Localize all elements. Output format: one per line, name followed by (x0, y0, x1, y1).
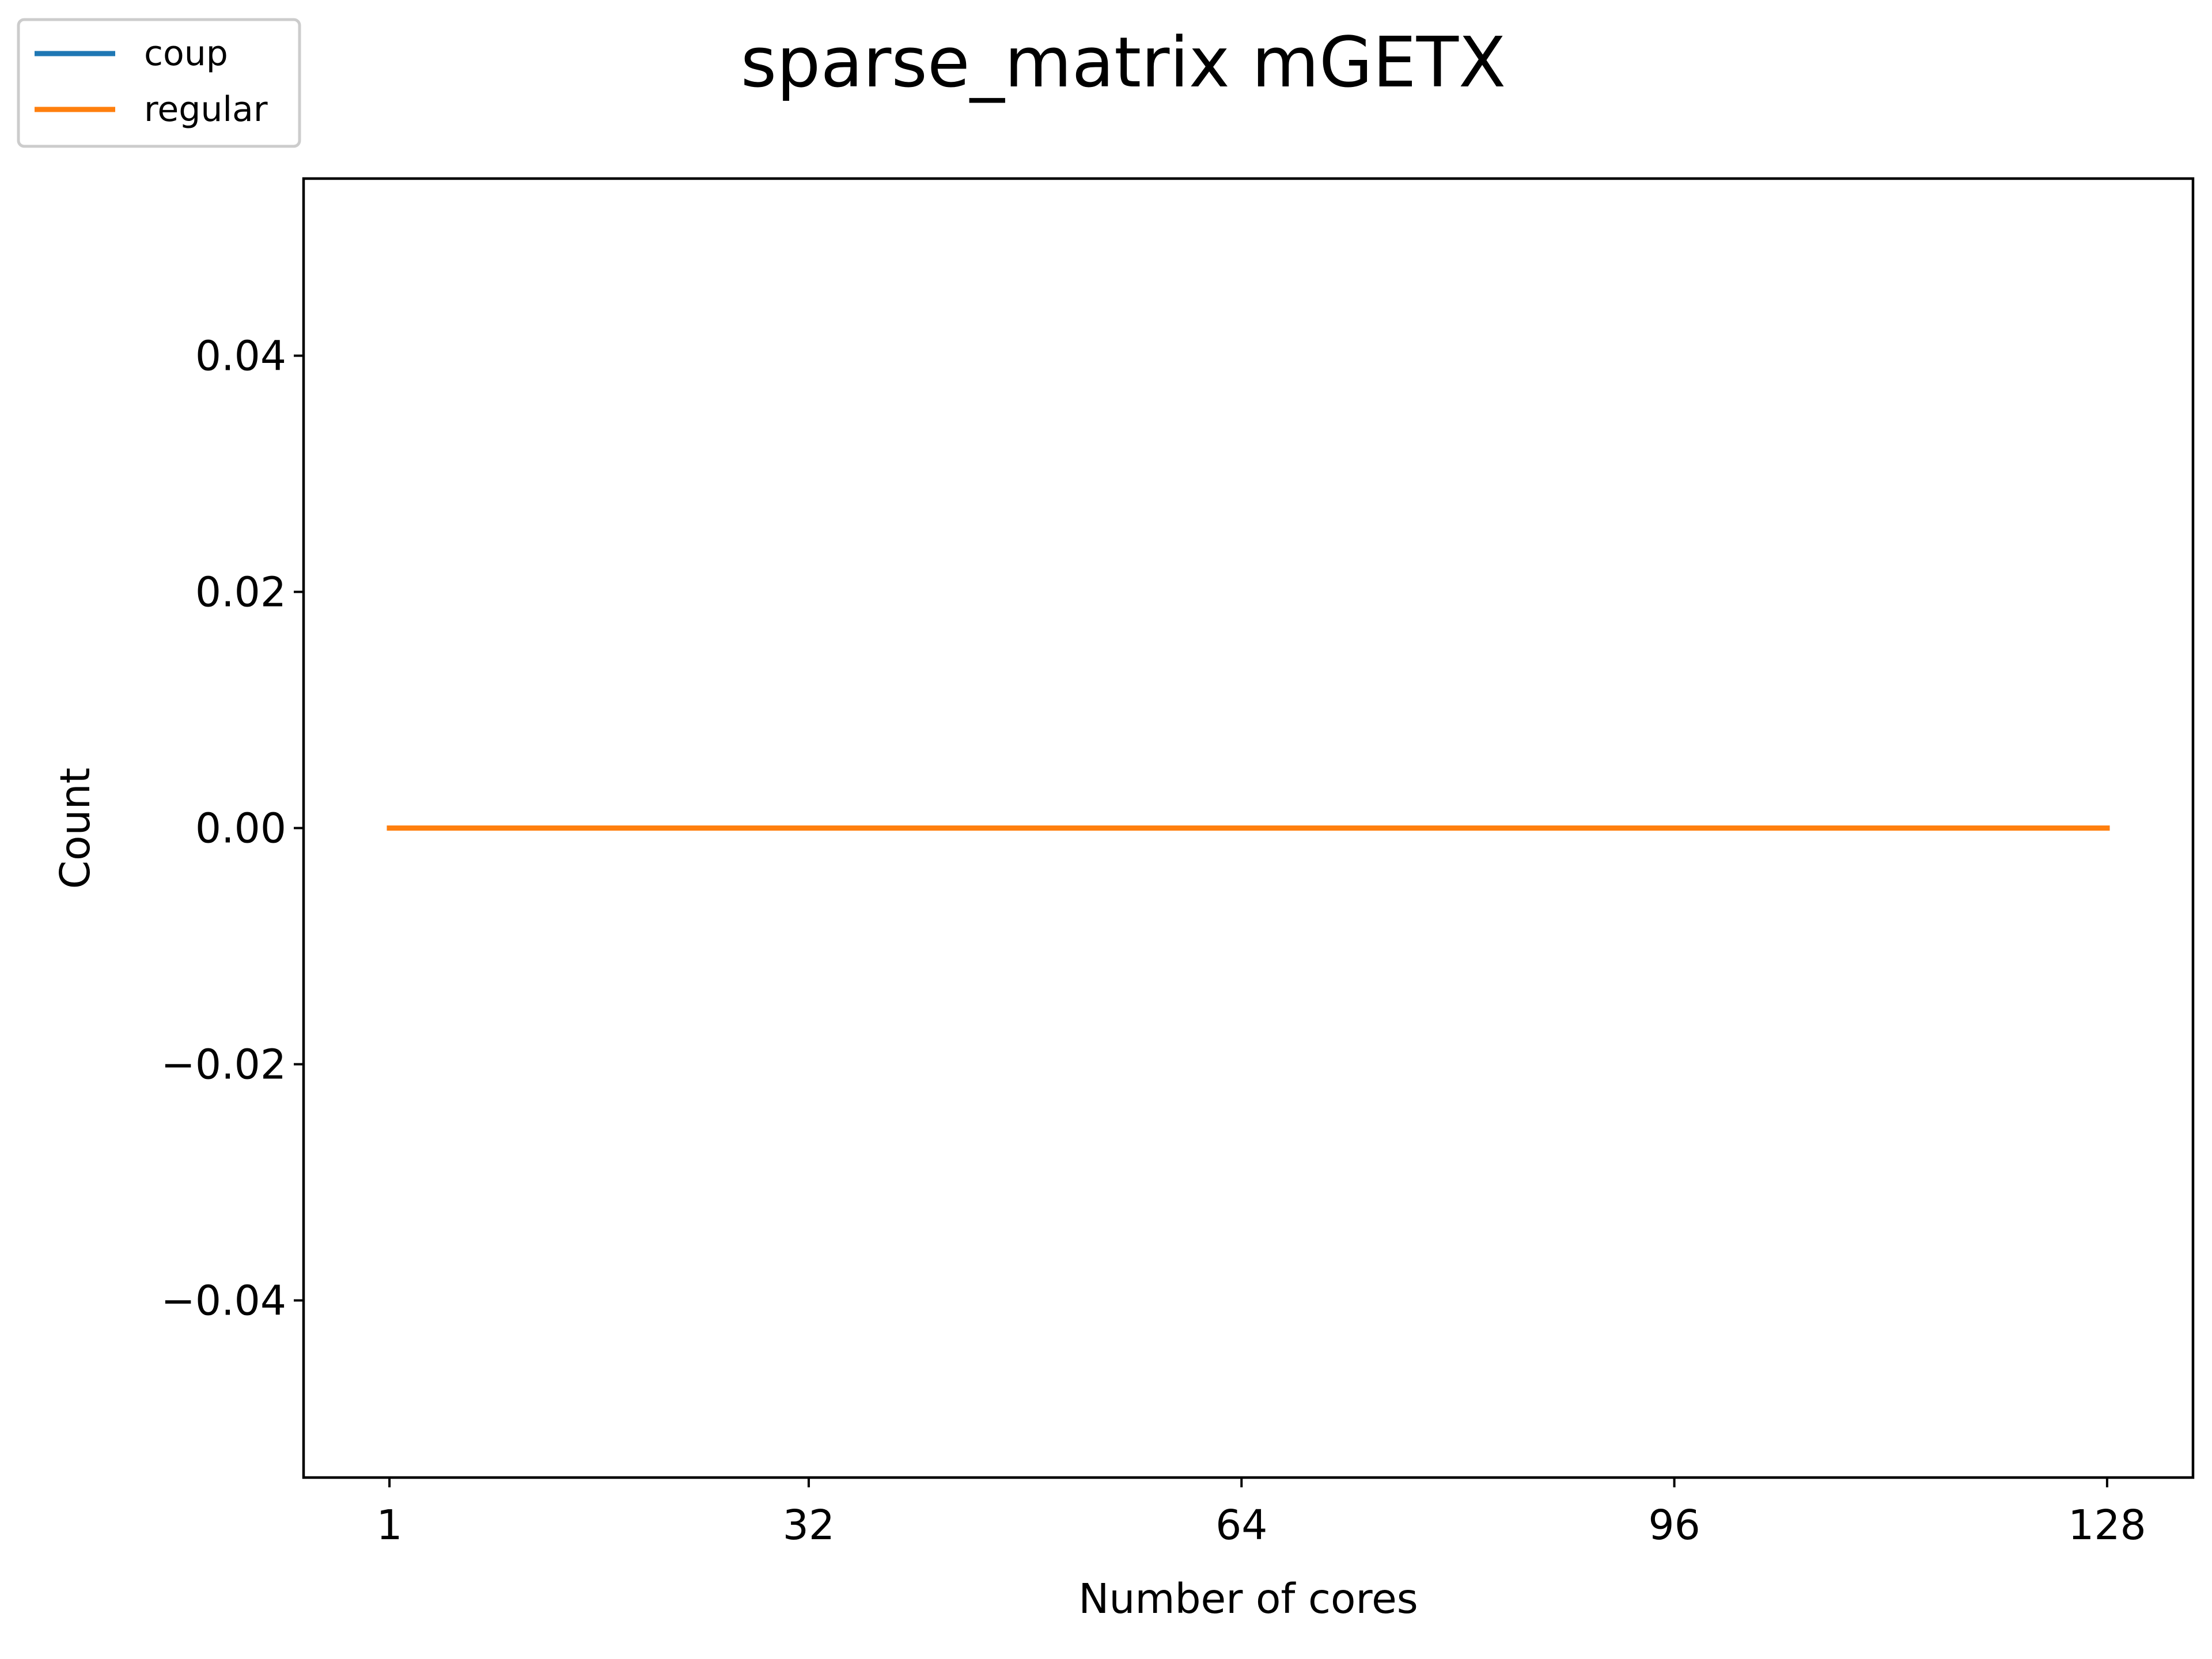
y-tick-label: 0.02 (195, 569, 286, 616)
legend: coup regular (17, 18, 301, 148)
legend-label-regular: regular (144, 89, 268, 130)
x-tick-label: 128 (2068, 1501, 2146, 1549)
x-tick-label: 32 (783, 1501, 835, 1549)
y-tick-label: 0.00 (195, 805, 286, 853)
y-tick-label: 0.04 (195, 332, 286, 380)
chart-title: sparse_matrix mGETX (741, 23, 1506, 103)
x-axis-label: Number of cores (1078, 1575, 1418, 1623)
plot-frame (302, 177, 2195, 1479)
x-tick-label: 96 (1648, 1501, 1700, 1549)
legend-label-coup: coup (144, 33, 228, 74)
y-tick-label: −0.04 (161, 1277, 286, 1325)
x-tick-label: 64 (1215, 1501, 1267, 1549)
x-tick-label: 1 (376, 1501, 402, 1549)
x-axis-ticks: 1 32 64 96 128 (376, 1478, 2146, 1549)
y-axis-ticks: 0.04 0.02 0.00 −0.02 −0.04 (161, 332, 304, 1325)
y-tick-label: −0.02 (161, 1041, 286, 1089)
y-axis-label: Count (51, 768, 99, 889)
